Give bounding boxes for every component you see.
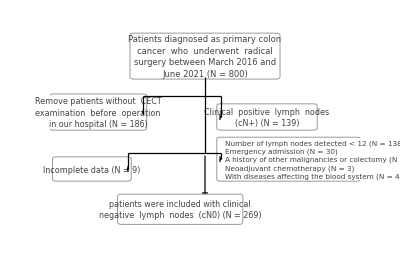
Text: Patients diagnosed as primary colon
cancer  who  underwent  radical
surgery betw: Patients diagnosed as primary colon canc… [128, 35, 282, 78]
FancyBboxPatch shape [130, 34, 280, 80]
FancyBboxPatch shape [52, 157, 131, 181]
FancyBboxPatch shape [217, 104, 317, 131]
Text: patients were included with clinical
negative  lymph  nodes  (cN0) (N = 269): patients were included with clinical neg… [99, 199, 262, 220]
Text: Number of lymph nodes detected < 12 (N = 138)
Emergency admission (N = 30)
A his: Number of lymph nodes detected < 12 (N =… [225, 140, 400, 179]
FancyBboxPatch shape [118, 194, 243, 225]
FancyBboxPatch shape [49, 95, 147, 131]
Text: Remove patients without  CECT
examination  before  operation
in our hospital (N : Remove patients without CECT examination… [35, 97, 161, 129]
Text: Clinical  positive  lymph  nodes
(cN+) (N = 139): Clinical positive lymph nodes (cN+) (N =… [204, 107, 330, 128]
Text: Incomplete data (N = 9): Incomplete data (N = 9) [43, 165, 140, 174]
FancyBboxPatch shape [217, 138, 361, 181]
